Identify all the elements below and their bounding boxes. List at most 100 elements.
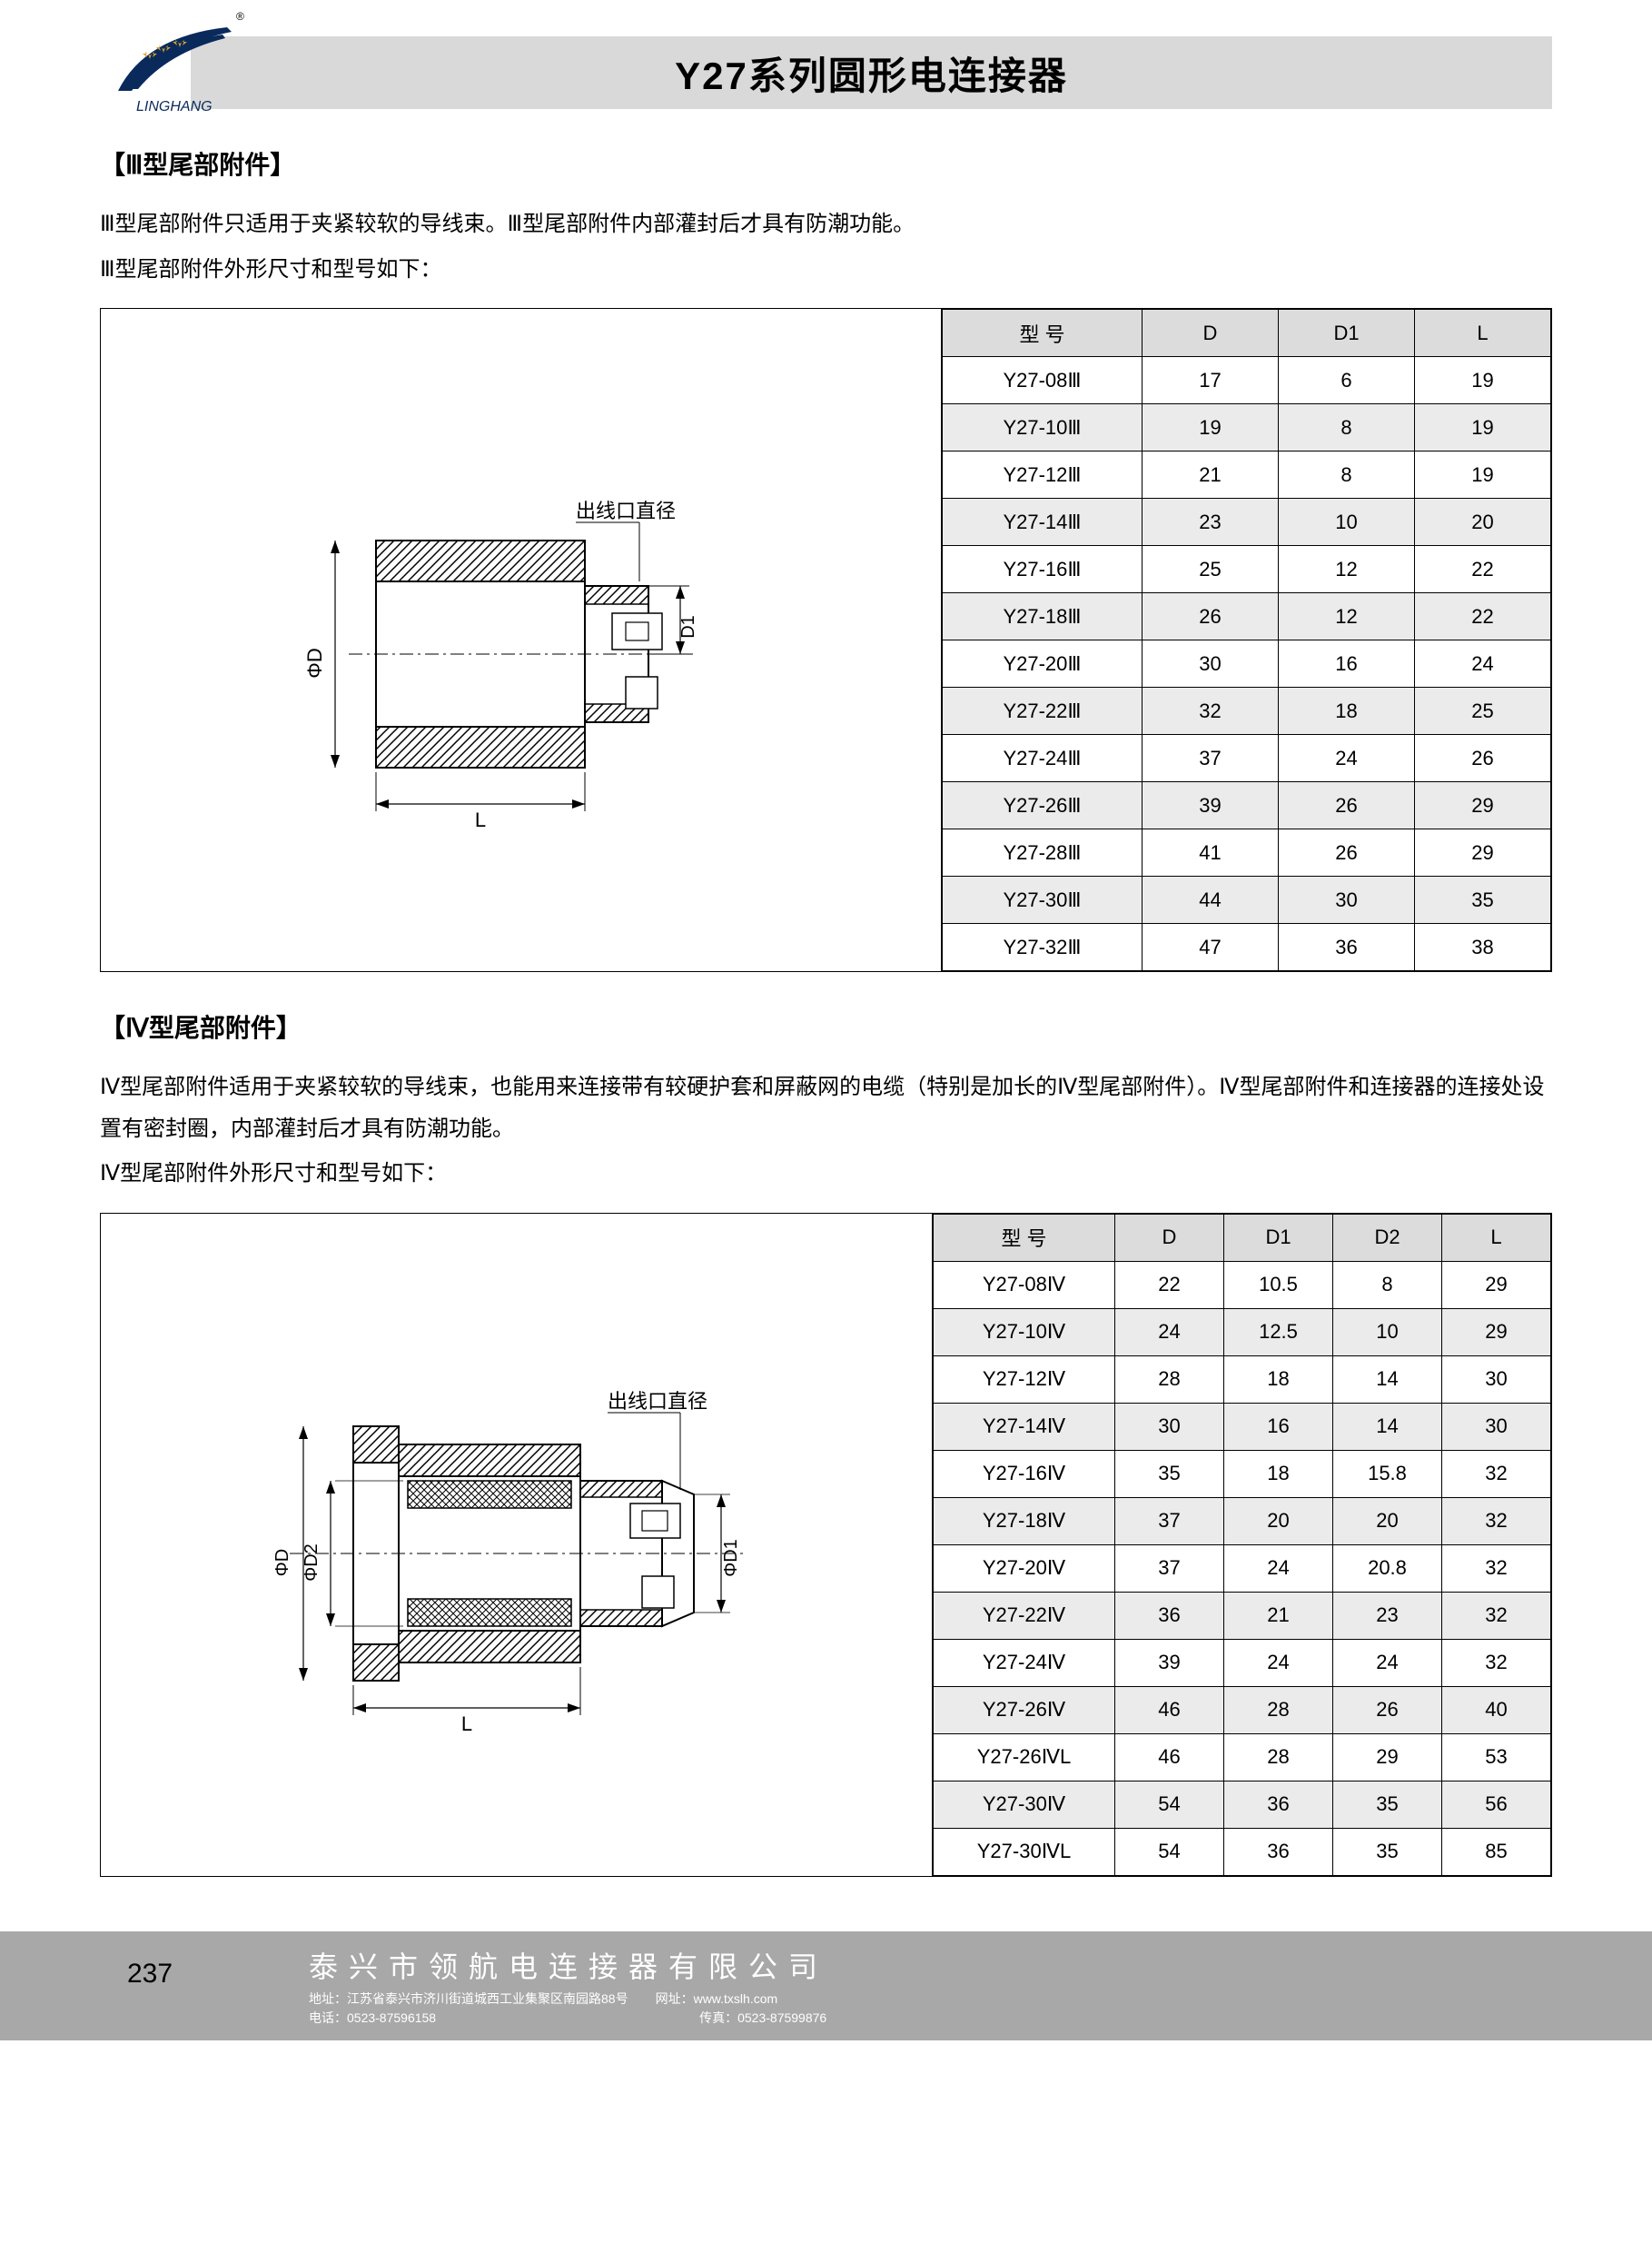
table-cell: 37 <box>1115 1544 1224 1592</box>
table-cell: 44 <box>1143 877 1279 924</box>
col-header: 型 号 <box>934 1214 1115 1261</box>
header-bar: LINGHANG ® Y27系列圆形电连接器 <box>191 36 1552 109</box>
table-row: Y27-26Ⅲ392629 <box>943 782 1551 829</box>
table-cell: Y27-26ⅣL <box>934 1733 1115 1781</box>
section4-table: 型 号DD1D2LY27-08Ⅳ2210.5829Y27-10Ⅳ2412.510… <box>933 1214 1551 1876</box>
table-row: Y27-08Ⅳ2210.5829 <box>934 1261 1551 1308</box>
table-row: Y27-12Ⅳ28181430 <box>934 1355 1551 1403</box>
table-cell: 85 <box>1442 1828 1551 1875</box>
table-cell: Y27-28Ⅲ <box>943 829 1143 877</box>
table-cell: 26 <box>1279 782 1415 829</box>
table-row: Y27-30ⅣL54363585 <box>934 1828 1551 1875</box>
table-cell: 14 <box>1333 1355 1442 1403</box>
table-cell: Y27-08Ⅳ <box>934 1261 1115 1308</box>
svg-text:®: ® <box>236 10 244 23</box>
svg-text:ΦD: ΦD <box>303 648 326 678</box>
table-row: Y27-22Ⅲ321825 <box>943 688 1551 735</box>
table-cell: 17 <box>1143 357 1279 404</box>
table-row: Y27-30Ⅳ54363556 <box>934 1781 1551 1828</box>
table-cell: 36 <box>1279 924 1415 971</box>
svg-text:ΦD2: ΦD2 <box>302 1544 321 1583</box>
col-header: 型 号 <box>943 310 1143 357</box>
table-cell: Y27-22Ⅲ <box>943 688 1143 735</box>
col-header: D <box>1115 1214 1224 1261</box>
table-cell: Y27-12Ⅳ <box>934 1355 1115 1403</box>
table-cell: Y27-10Ⅳ <box>934 1308 1115 1355</box>
table-row: Y27-28Ⅲ412629 <box>943 829 1551 877</box>
table-cell: Y27-26Ⅳ <box>934 1686 1115 1733</box>
table-cell: Y27-22Ⅳ <box>934 1592 1115 1639</box>
page-title: Y27系列圆形电连接器 <box>675 45 1068 101</box>
table-cell: Y27-16Ⅲ <box>943 546 1143 593</box>
section3-title: 【Ⅲ型尾部附件】 <box>100 145 1552 182</box>
table-cell: 32 <box>1143 688 1279 735</box>
table-cell: 54 <box>1115 1781 1224 1828</box>
table-cell: 26 <box>1279 829 1415 877</box>
table-cell: Y27-32Ⅲ <box>943 924 1143 971</box>
table-row: Y27-10Ⅳ2412.51029 <box>934 1308 1551 1355</box>
table-cell: 19 <box>1143 404 1279 452</box>
table-cell: 29 <box>1333 1733 1442 1781</box>
svg-text:D1: D1 <box>678 615 698 639</box>
table-cell: 35 <box>1333 1828 1442 1875</box>
table-cell: Y27-18Ⅳ <box>934 1497 1115 1544</box>
company-name: 泰兴市领航电连接器有限公司 <box>309 1944 828 1986</box>
col-header: L <box>1415 310 1551 357</box>
table-cell: 20 <box>1333 1497 1442 1544</box>
section3-text-1: Ⅲ型尾部附件只适用于夹紧较软的导线束。Ⅲ型尾部附件内部灌封后才具有防潮功能。 <box>100 203 1552 245</box>
table-cell: 32 <box>1442 1639 1551 1686</box>
table-cell: 6 <box>1279 357 1415 404</box>
col-header: D1 <box>1279 310 1415 357</box>
table-cell: 20 <box>1415 499 1551 546</box>
table-cell: 28 <box>1224 1686 1333 1733</box>
table-cell: 10 <box>1279 499 1415 546</box>
svg-text:ΦD: ΦD <box>272 1549 292 1576</box>
table-cell: 41 <box>1143 829 1279 877</box>
table-cell: 46 <box>1115 1686 1224 1733</box>
table-cell: 47 <box>1143 924 1279 971</box>
table-cell: Y27-20Ⅲ <box>943 640 1143 688</box>
table-cell: 38 <box>1415 924 1551 971</box>
table-row: Y27-20Ⅳ372420.832 <box>934 1544 1551 1592</box>
table-cell: 14 <box>1333 1403 1442 1450</box>
page-number: 237 <box>127 1959 173 1990</box>
section3-diagram: ΦD D1 出线口直径 L <box>101 309 942 971</box>
table-row: Y27-14Ⅲ231020 <box>943 499 1551 546</box>
section3-text-2: Ⅲ型尾部附件外形尺寸和型号如下： <box>100 249 1552 291</box>
table-cell: 22 <box>1415 593 1551 640</box>
table-row: Y27-24Ⅲ372426 <box>943 735 1551 782</box>
table-row: Y27-14Ⅳ30161430 <box>934 1403 1551 1450</box>
table-row: Y27-22Ⅳ36212332 <box>934 1592 1551 1639</box>
table-cell: 30 <box>1143 640 1279 688</box>
table-cell: Y27-08Ⅲ <box>943 357 1143 404</box>
table-cell: 39 <box>1143 782 1279 829</box>
table-cell: 24 <box>1224 1639 1333 1686</box>
table-row: Y27-20Ⅲ301624 <box>943 640 1551 688</box>
table-row: Y27-10Ⅲ19819 <box>943 404 1551 452</box>
table-cell: 20 <box>1224 1497 1333 1544</box>
table-row: Y27-18Ⅳ37202032 <box>934 1497 1551 1544</box>
table-cell: 32 <box>1442 1450 1551 1497</box>
table-cell: 21 <box>1224 1592 1333 1639</box>
table-cell: 30 <box>1115 1403 1224 1450</box>
table-row: Y27-26ⅣL46282953 <box>934 1733 1551 1781</box>
table-cell: 39 <box>1115 1639 1224 1686</box>
table-cell: 18 <box>1279 688 1415 735</box>
col-header: D2 <box>1333 1214 1442 1261</box>
table-cell: 25 <box>1415 688 1551 735</box>
table-cell: 8 <box>1333 1261 1442 1308</box>
table-cell: 56 <box>1442 1781 1551 1828</box>
table-cell: 18 <box>1224 1450 1333 1497</box>
table-cell: 35 <box>1333 1781 1442 1828</box>
table-cell: 29 <box>1415 829 1551 877</box>
table-cell: 8 <box>1279 404 1415 452</box>
table-cell: Y27-14Ⅲ <box>943 499 1143 546</box>
table-cell: 30 <box>1442 1403 1551 1450</box>
table-cell: Y27-24Ⅲ <box>943 735 1143 782</box>
table-cell: 23 <box>1333 1592 1442 1639</box>
table-cell: 24 <box>1333 1639 1442 1686</box>
table-row: Y27-24Ⅳ39242432 <box>934 1639 1551 1686</box>
table-cell: Y27-14Ⅳ <box>934 1403 1115 1450</box>
table-cell: 37 <box>1143 735 1279 782</box>
table-cell: 23 <box>1143 499 1279 546</box>
